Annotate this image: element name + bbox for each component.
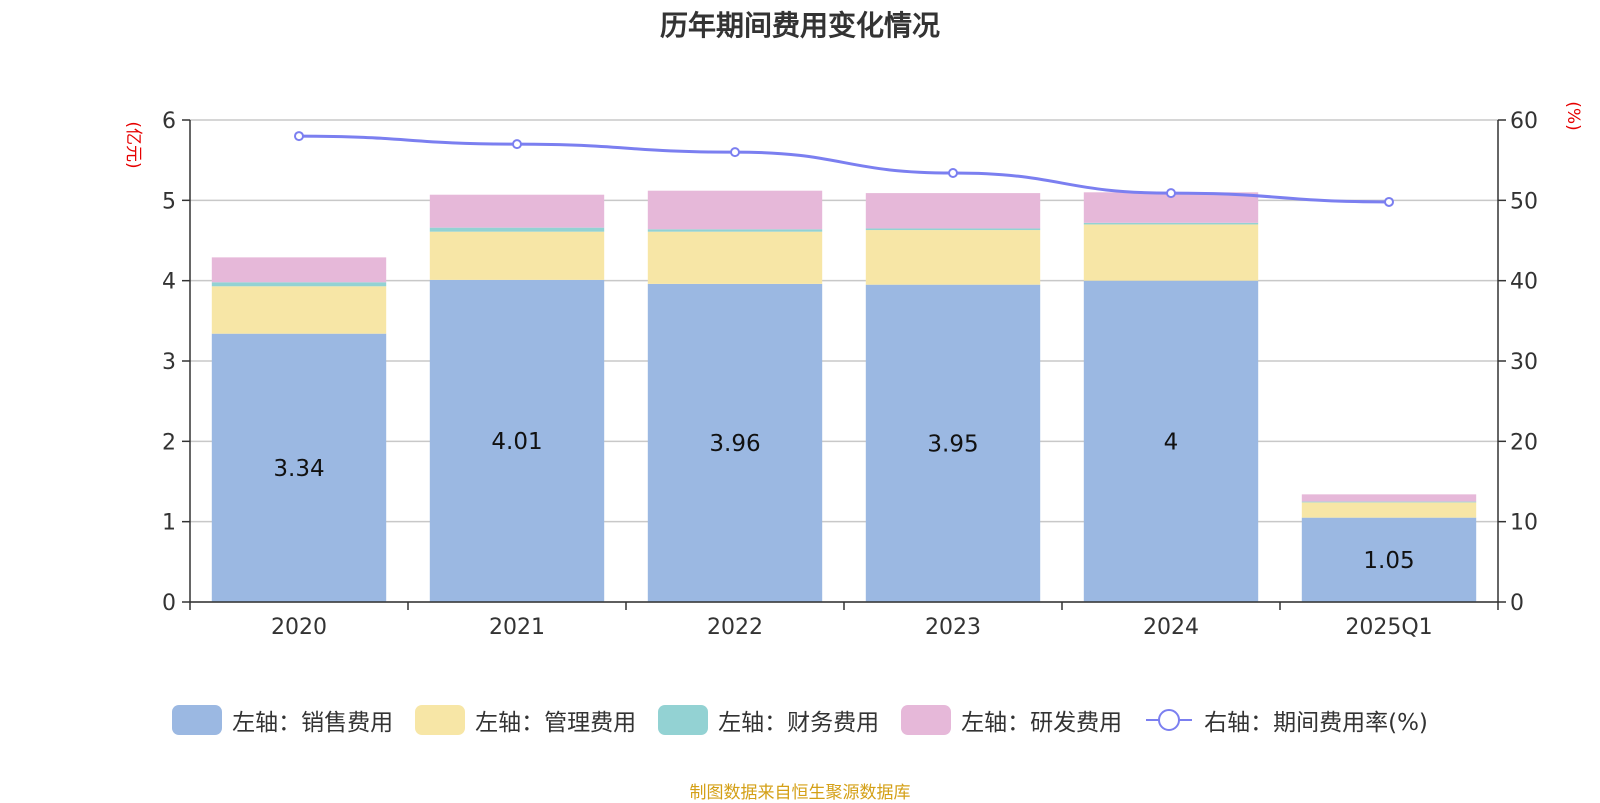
bar-segment bbox=[647, 231, 823, 284]
expense-rate-point bbox=[512, 139, 522, 150]
right-tick-label: 20 bbox=[1510, 430, 1538, 455]
x-tick-label: 2020 bbox=[271, 615, 327, 640]
legend: 左轴：销售费用 左轴：管理费用 左轴：财务费用 左轴：研发费用 右轴：期间费用率… bbox=[0, 703, 1600, 737]
legend-item-admin[interactable]: 左轴：管理费用 bbox=[415, 703, 636, 737]
legend-swatch-sales bbox=[172, 705, 223, 735]
legend-swatch-finance bbox=[658, 705, 709, 735]
x-tick-label: 2024 bbox=[1143, 615, 1199, 640]
legend-label-finance: 左轴：财务费用 bbox=[718, 710, 880, 736]
left-tick-label: 1 bbox=[162, 511, 176, 536]
legend-line-marker-icon bbox=[1146, 709, 1193, 731]
bar-segment bbox=[647, 229, 823, 232]
expense-rate-point bbox=[948, 168, 958, 179]
left-tick-label: 3 bbox=[162, 350, 176, 375]
bar-segment bbox=[429, 231, 605, 280]
right-tick-label: 30 bbox=[1510, 350, 1538, 375]
bar-data-label: 3.95 bbox=[927, 431, 978, 457]
bar-data-label: 3.34 bbox=[273, 456, 324, 482]
bar-segment bbox=[1083, 280, 1259, 602]
legend-label-expense-rate: 右轴：期间费用率(%) bbox=[1204, 710, 1428, 736]
legend-item-sales[interactable]: 左轴：销售费用 bbox=[172, 703, 393, 737]
x-tick-label: 2025Q1 bbox=[1345, 615, 1432, 640]
legend-item-finance[interactable]: 左轴：财务费用 bbox=[658, 703, 879, 737]
right-axis-unit: (%) bbox=[1563, 101, 1583, 130]
right-tick-label: 40 bbox=[1510, 270, 1538, 295]
bar-segment bbox=[865, 228, 1041, 231]
legend-label-rnd: 左轴：研发费用 bbox=[961, 710, 1123, 736]
legend-swatch-admin bbox=[415, 705, 466, 735]
left-tick-label: 5 bbox=[162, 189, 176, 214]
expense-rate-point bbox=[1384, 196, 1394, 207]
bar-segment bbox=[865, 193, 1041, 229]
bar-segment bbox=[1301, 501, 1477, 503]
right-tick-label: 10 bbox=[1510, 511, 1538, 536]
source-note: 制图数据来自恒生聚源数据库 bbox=[689, 783, 911, 803]
chart-title: 历年期间费用变化情况 bbox=[659, 9, 940, 42]
legend-item-rnd[interactable]: 左轴：研发费用 bbox=[901, 703, 1122, 737]
x-tick-label: 2022 bbox=[707, 615, 763, 640]
right-tick-label: 50 bbox=[1510, 189, 1538, 214]
legend-item-expense-rate[interactable]: 右轴：期间费用率(%) bbox=[1144, 703, 1428, 737]
bar-segment bbox=[429, 279, 605, 602]
bar-segment bbox=[865, 284, 1041, 602]
left-tick-label: 0 bbox=[162, 591, 176, 616]
legend-label-sales: 左轴：销售费用 bbox=[232, 710, 394, 736]
bar-segment bbox=[211, 333, 387, 602]
bar-segment bbox=[1301, 494, 1477, 502]
bar-data-label: 4.01 bbox=[491, 429, 542, 455]
expense-rate-line bbox=[298, 134, 1390, 204]
right-tick-label: 0 bbox=[1510, 591, 1524, 616]
legend-swatch-rnd bbox=[901, 705, 952, 735]
bar-segment bbox=[865, 230, 1041, 285]
bar-data-label: 3.96 bbox=[709, 431, 760, 457]
bar-segment bbox=[647, 283, 823, 602]
left-tick-label: 6 bbox=[162, 109, 176, 134]
left-tick-label: 2 bbox=[162, 430, 176, 455]
left-axis-unit: (亿元) bbox=[123, 121, 143, 168]
x-tick-label: 2021 bbox=[489, 615, 545, 640]
bar-data-label: 4 bbox=[1164, 429, 1179, 455]
expense-rate-point bbox=[1166, 188, 1176, 199]
bar-segment bbox=[429, 194, 605, 228]
bar-segment bbox=[211, 257, 387, 283]
bar-segment bbox=[1083, 224, 1259, 281]
expense-rate-point bbox=[294, 131, 304, 142]
bar-segment bbox=[211, 286, 387, 334]
bar-segment bbox=[1301, 517, 1477, 602]
bar-data-label: 1.05 bbox=[1363, 548, 1414, 574]
legend-label-admin: 左轴：管理费用 bbox=[475, 710, 637, 736]
bar-segment bbox=[429, 227, 605, 232]
bar-segment bbox=[1301, 502, 1477, 518]
x-tick-label: 2023 bbox=[925, 615, 981, 640]
bar-segment bbox=[211, 282, 387, 287]
left-tick-label: 4 bbox=[162, 270, 176, 295]
bar-segment bbox=[647, 190, 823, 230]
right-tick-label: 60 bbox=[1510, 109, 1538, 134]
expense-rate-point bbox=[730, 147, 740, 158]
bar-segment bbox=[1083, 222, 1259, 225]
